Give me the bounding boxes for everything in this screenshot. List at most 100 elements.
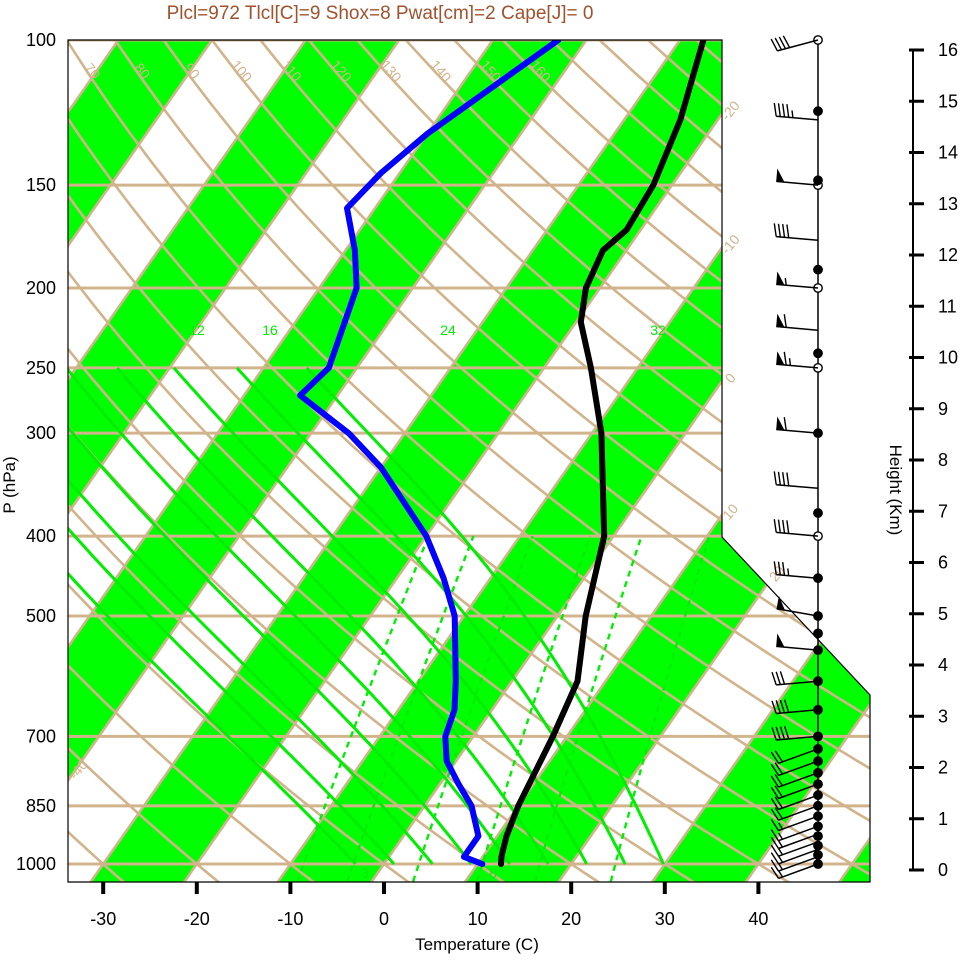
height-tick-label: 16 bbox=[938, 40, 958, 60]
wind-barb-shaft bbox=[779, 849, 819, 863]
wind-barb-shaft bbox=[776, 116, 818, 120]
pressure-tick-label: 850 bbox=[26, 796, 56, 816]
height-tick-label: 0 bbox=[938, 860, 948, 880]
wind-barb bbox=[776, 314, 818, 331]
wind-barb bbox=[771, 842, 818, 856]
wind-barb-flag bbox=[772, 672, 776, 685]
height-tick-label: 5 bbox=[938, 604, 948, 624]
wind-barb bbox=[771, 849, 818, 863]
wind-barb-shaft bbox=[776, 284, 818, 288]
pressure-tick-label: 150 bbox=[26, 175, 56, 195]
x-tick-label: 0 bbox=[379, 909, 389, 929]
x-tick-label: 40 bbox=[748, 909, 768, 929]
wind-barb-flag bbox=[787, 473, 789, 486]
height-tick-label: 7 bbox=[938, 501, 948, 521]
height-tick-label: 15 bbox=[938, 91, 958, 111]
wind-barb-flag bbox=[774, 471, 776, 484]
wind-barb-shaft bbox=[776, 646, 818, 650]
wind-barb bbox=[774, 223, 818, 240]
wind-barb bbox=[774, 519, 818, 536]
wind-barb-flag bbox=[779, 224, 781, 237]
wind-level-dot bbox=[814, 832, 822, 840]
wind-barb-half-flag bbox=[790, 358, 791, 365]
wind-barb-flag bbox=[784, 314, 786, 327]
wind-barb-shaft bbox=[779, 842, 819, 856]
moist-adiabat-label: 24 bbox=[440, 322, 456, 338]
wind-barb-pennant bbox=[776, 169, 784, 183]
x-tick-label: 20 bbox=[561, 909, 581, 929]
height-tick-label: 8 bbox=[938, 450, 948, 470]
moist-adiabat-label: 32 bbox=[650, 322, 666, 338]
wind-barb-shaft bbox=[776, 430, 818, 434]
wind-level-dot bbox=[814, 349, 822, 357]
wind-barb-half-flag bbox=[792, 110, 793, 117]
height-tick-label: 3 bbox=[938, 706, 948, 726]
wind-barb-flag bbox=[783, 472, 785, 485]
x-tick-label: -10 bbox=[277, 909, 303, 929]
height-tick-label: 6 bbox=[938, 553, 948, 573]
wind-barb-pennant bbox=[776, 314, 784, 328]
wind-barb-flag bbox=[774, 223, 776, 236]
wind-barb-flag bbox=[783, 520, 785, 533]
wind-barb-flag bbox=[783, 224, 785, 237]
x-tick-label: -20 bbox=[184, 909, 210, 929]
moist-adiabat-label: 16 bbox=[262, 322, 278, 338]
height-tick-label: 14 bbox=[938, 143, 958, 163]
wind-barb bbox=[774, 103, 818, 120]
x-tick-label: 10 bbox=[468, 909, 488, 929]
height-tick-label: 1 bbox=[938, 809, 948, 829]
wind-barb bbox=[771, 36, 818, 51]
wind-barb-flag bbox=[787, 520, 789, 533]
height-axis-title: Height (Km) bbox=[886, 445, 905, 536]
moist-adiabat-label: 12 bbox=[189, 322, 205, 338]
wind-barb-half-flag bbox=[779, 849, 783, 855]
pressure-tick-label: 400 bbox=[26, 526, 56, 546]
wind-barb-flag bbox=[783, 104, 785, 117]
wind-barb bbox=[776, 417, 818, 434]
pressure-tick-label: 300 bbox=[26, 423, 56, 443]
wind-barb-half-flag bbox=[779, 856, 783, 862]
wind-barb-flag bbox=[774, 519, 776, 532]
wind-barb-flag bbox=[780, 671, 784, 684]
wind-barb-flag bbox=[779, 103, 781, 116]
wind-barb-flag bbox=[784, 352, 786, 365]
wind-barb-flag bbox=[787, 225, 789, 238]
wind-barb-half-flag bbox=[785, 278, 786, 285]
wind-barb bbox=[776, 169, 818, 186]
height-tick-label: 10 bbox=[938, 348, 958, 368]
wind-level-dot bbox=[814, 509, 822, 517]
wind-barb-flag bbox=[784, 417, 786, 430]
wind-level-dot bbox=[814, 107, 822, 115]
wind-barb-shaft bbox=[776, 237, 818, 241]
height-tick-label: 11 bbox=[938, 296, 957, 316]
wind-barb-flag bbox=[776, 672, 780, 685]
height-tick-label: 12 bbox=[938, 245, 958, 265]
height-tick-label: 4 bbox=[938, 655, 948, 675]
wind-barb-flag bbox=[779, 520, 781, 533]
wind-barb-flag bbox=[787, 104, 789, 117]
wind-barb bbox=[774, 471, 818, 488]
wind-level-dot bbox=[814, 629, 822, 637]
wind-barb-pennant bbox=[776, 271, 784, 285]
mixing-ratio-label: 3 bbox=[361, 865, 369, 881]
wind-barb-shaft bbox=[779, 864, 819, 878]
pressure-tick-label: 500 bbox=[26, 606, 56, 626]
x-tick-label: 30 bbox=[655, 909, 675, 929]
pressure-tick-label: 700 bbox=[26, 726, 56, 746]
isotherm-label: 0 bbox=[722, 370, 739, 386]
pressure-tick-label: 200 bbox=[26, 278, 56, 298]
wind-barb bbox=[776, 351, 818, 368]
height-tick-label: 13 bbox=[938, 194, 958, 214]
pressure-tick-label: 100 bbox=[26, 30, 56, 50]
wind-level-dot bbox=[814, 266, 822, 274]
wind-barb-shaft bbox=[776, 532, 818, 536]
x-axis-title: Temperature (C) bbox=[415, 935, 539, 954]
wind-barb-pennant bbox=[776, 351, 784, 365]
x-tick-label: -30 bbox=[90, 909, 116, 929]
wind-level-dot bbox=[814, 176, 822, 184]
y-axis-title: P (hPa) bbox=[0, 456, 19, 513]
dry-adiabat-label: 100 bbox=[228, 57, 255, 85]
wind-barb-half-flag bbox=[779, 841, 783, 847]
